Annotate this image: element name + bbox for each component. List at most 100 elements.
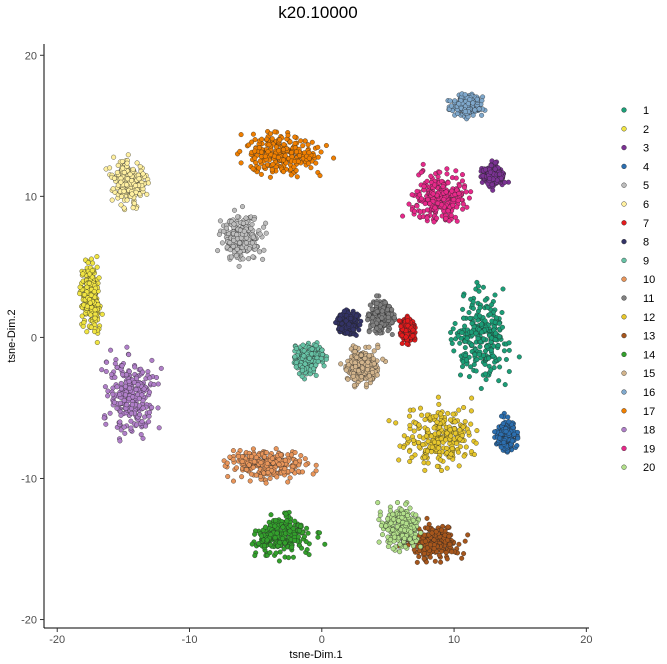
data-point <box>430 191 436 197</box>
data-point <box>127 171 133 177</box>
data-point <box>454 218 460 224</box>
data-point <box>227 454 233 460</box>
data-point <box>456 101 462 107</box>
data-point <box>398 323 404 329</box>
data-point <box>315 359 321 364</box>
data-point <box>299 373 305 379</box>
data-point <box>487 311 493 317</box>
data-point <box>309 351 315 357</box>
data-point <box>470 112 476 118</box>
data-point <box>435 445 441 451</box>
data-point <box>251 459 257 465</box>
data-point <box>287 475 293 481</box>
data-point <box>237 240 243 246</box>
data-point <box>87 300 93 306</box>
data-point <box>445 180 451 186</box>
data-point <box>479 321 484 327</box>
data-point <box>502 179 508 185</box>
data-point <box>480 284 486 290</box>
data-point <box>241 228 247 234</box>
data-point <box>337 316 343 322</box>
data-point <box>149 405 155 410</box>
data-point <box>313 160 319 166</box>
data-point <box>418 169 424 175</box>
data-point <box>99 311 105 317</box>
data-point <box>238 132 244 138</box>
data-point <box>476 351 482 357</box>
data-point <box>452 321 458 326</box>
data-point <box>141 386 147 392</box>
cluster-14-points <box>249 509 328 564</box>
data-point <box>473 330 479 336</box>
data-point <box>473 440 479 446</box>
data-point <box>274 530 280 536</box>
data-point <box>155 381 161 387</box>
data-point <box>127 385 133 391</box>
data-point <box>493 330 499 336</box>
data-point <box>243 215 249 221</box>
data-point <box>432 558 438 564</box>
data-point <box>304 547 310 553</box>
data-point <box>477 344 483 350</box>
data-point <box>265 162 270 168</box>
data-point <box>389 332 395 337</box>
data-point <box>409 454 415 460</box>
data-point <box>305 530 311 536</box>
data-point <box>459 433 465 438</box>
data-point <box>479 98 485 104</box>
data-point <box>112 361 118 367</box>
data-point <box>424 515 430 521</box>
data-point <box>250 234 256 240</box>
data-point <box>250 131 256 137</box>
data-point <box>280 535 285 541</box>
data-point <box>445 410 451 416</box>
data-point <box>422 454 428 460</box>
data-point <box>449 446 455 451</box>
data-point <box>276 558 282 564</box>
data-point <box>272 129 278 135</box>
data-point <box>266 142 272 148</box>
data-point <box>472 352 478 358</box>
data-point <box>454 440 459 446</box>
data-point <box>228 254 234 260</box>
data-point <box>488 169 493 175</box>
data-point <box>391 315 397 321</box>
data-point <box>411 437 417 443</box>
data-point <box>234 246 240 252</box>
data-point <box>273 517 279 523</box>
data-point <box>118 412 124 418</box>
data-point <box>251 216 257 222</box>
data-point <box>339 326 345 332</box>
data-point <box>366 353 372 359</box>
data-point <box>456 463 462 469</box>
data-point <box>257 249 263 255</box>
data-point <box>306 160 311 166</box>
data-point <box>461 315 467 321</box>
data-point <box>421 550 427 556</box>
data-point <box>297 153 302 159</box>
data-point <box>299 367 305 373</box>
data-point <box>80 323 86 329</box>
data-point <box>488 347 494 353</box>
data-point <box>129 191 135 197</box>
data-point <box>300 143 306 149</box>
data-point <box>274 474 280 480</box>
data-point <box>258 460 264 466</box>
data-point <box>433 529 439 535</box>
data-point <box>374 293 380 299</box>
data-point <box>496 320 502 326</box>
data-point <box>264 460 270 466</box>
data-point <box>265 149 271 155</box>
data-point <box>323 143 329 148</box>
data-point <box>119 194 125 199</box>
data-point <box>455 333 461 339</box>
data-point <box>374 300 380 306</box>
cluster-20-points <box>375 500 424 555</box>
cluster-17-points <box>235 129 337 180</box>
data-point <box>380 356 386 362</box>
data-point <box>422 417 428 423</box>
data-point <box>89 268 95 274</box>
data-point <box>429 444 435 450</box>
data-point <box>154 375 159 380</box>
data-point <box>497 364 503 370</box>
